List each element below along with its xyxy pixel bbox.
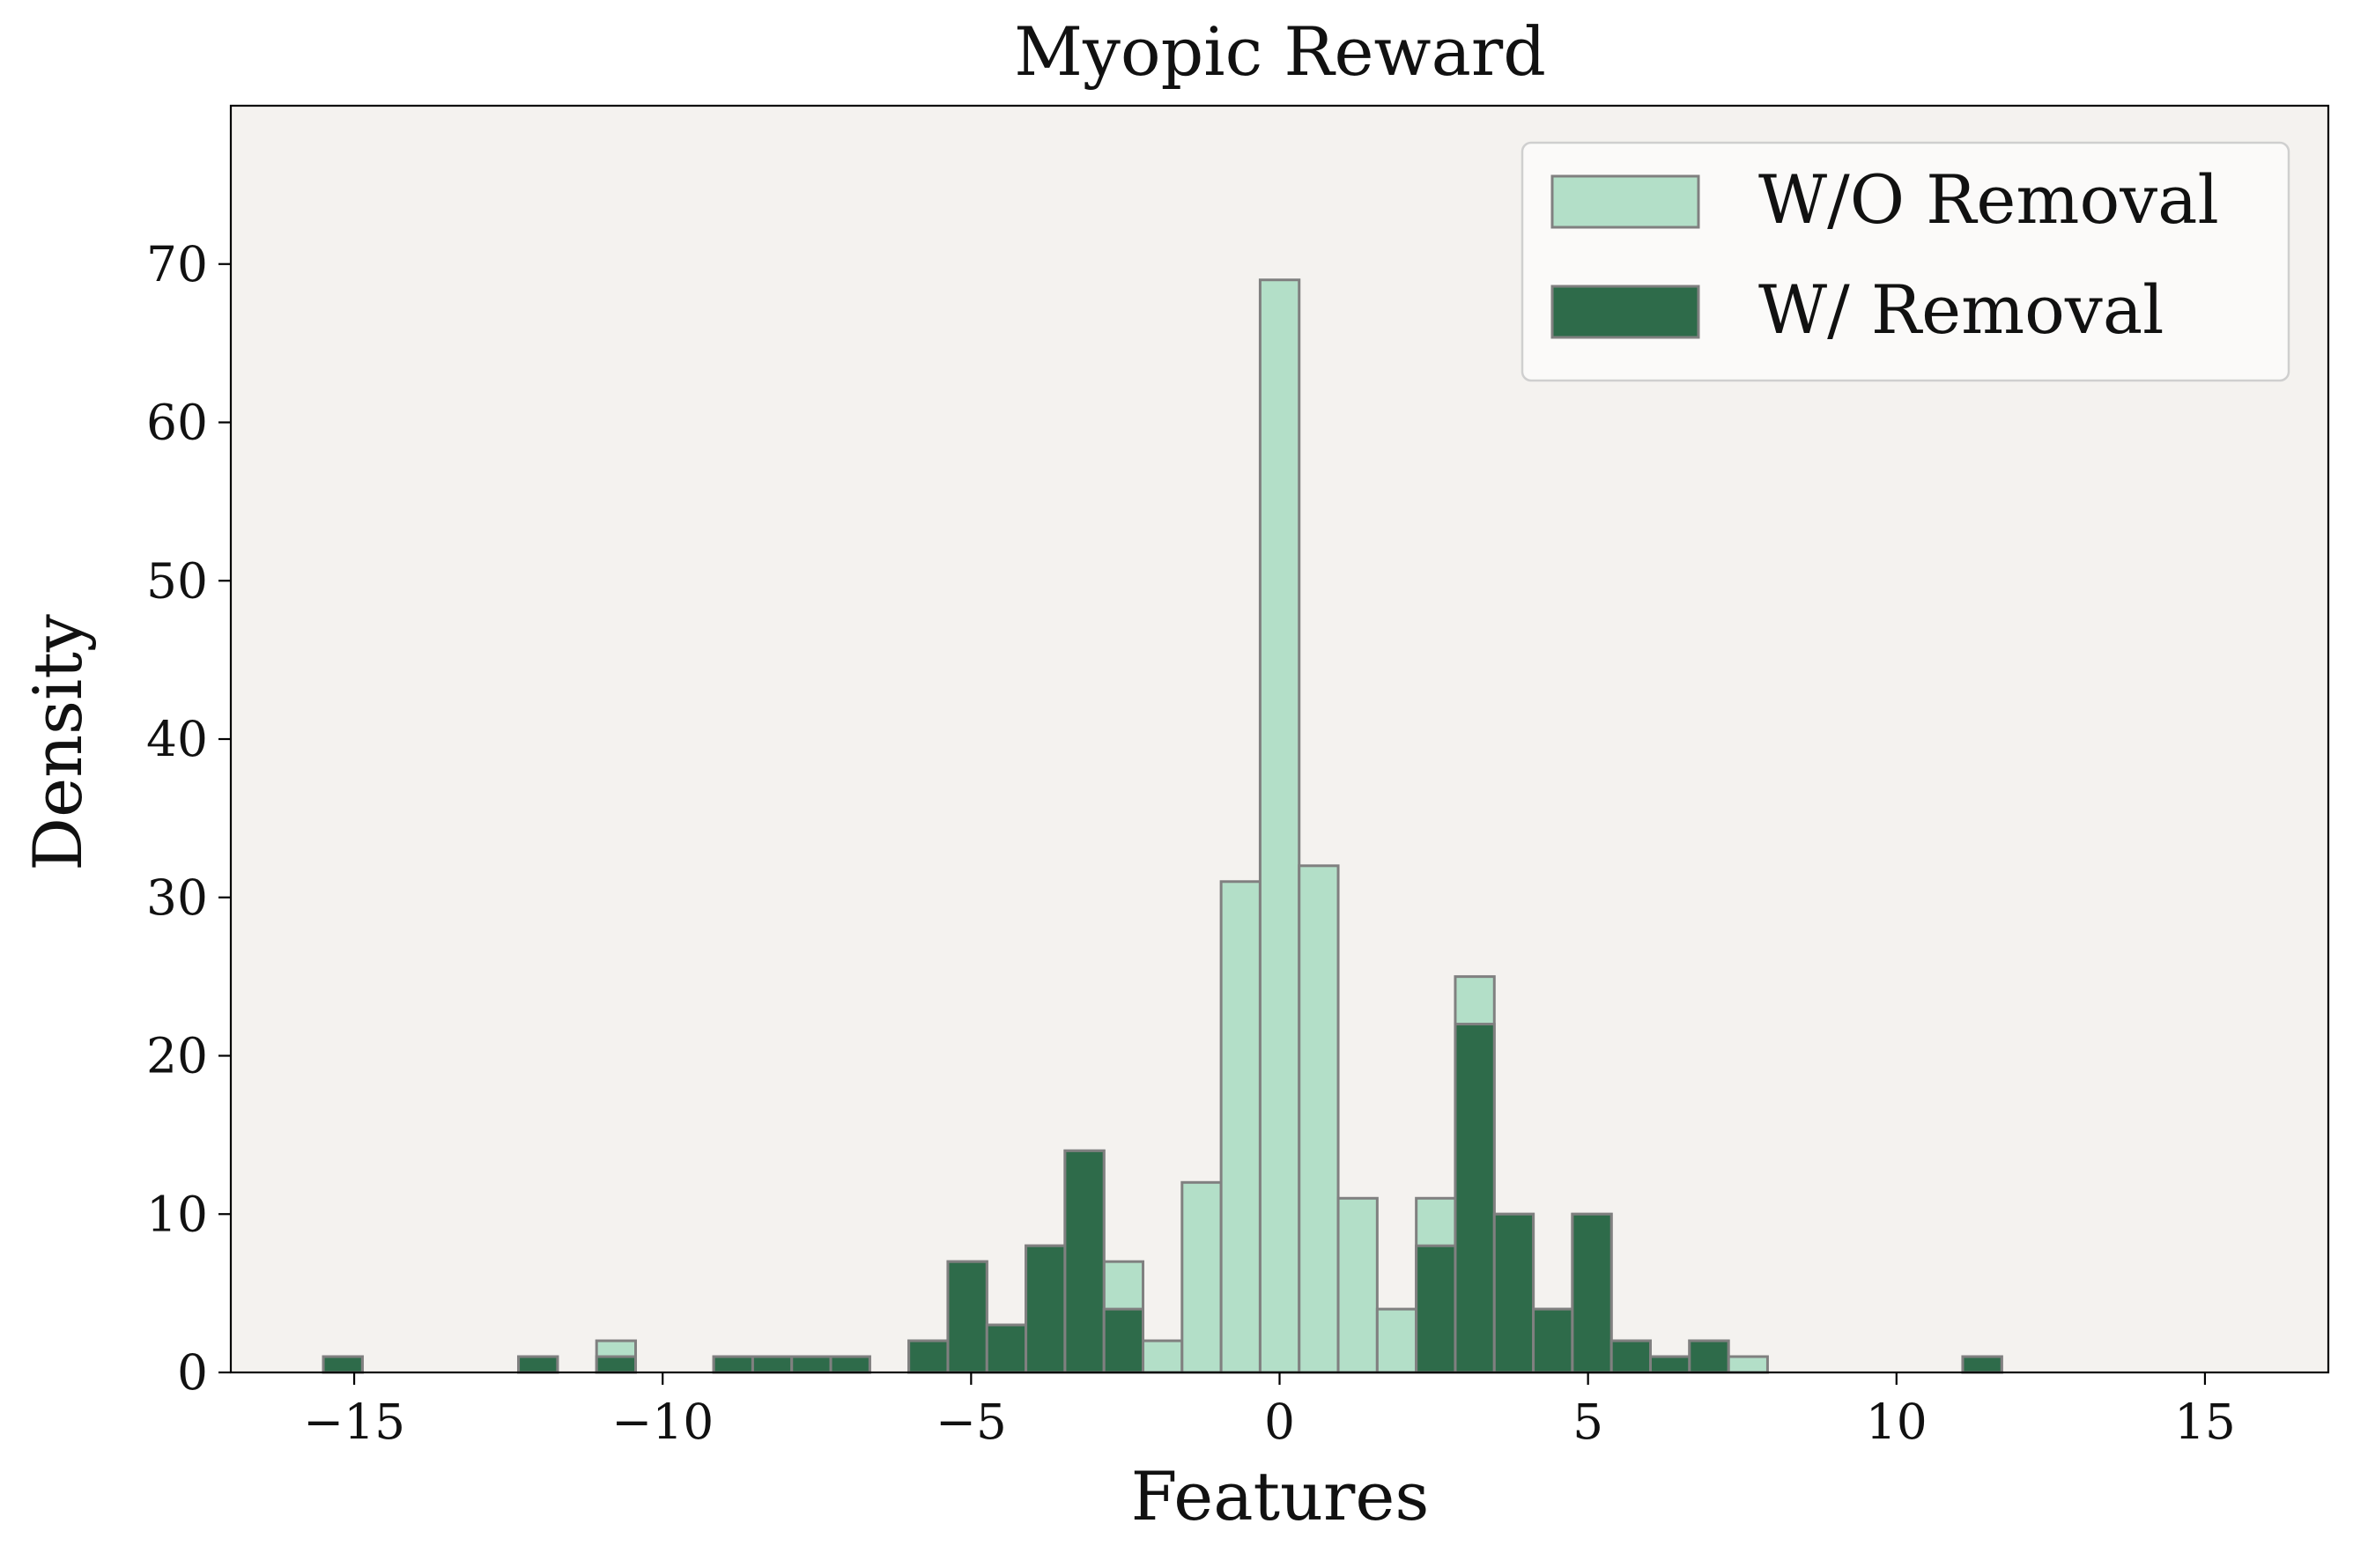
- y-axis-label: Density: [18, 614, 97, 871]
- legend-swatch-wo-removal: [1550, 174, 1700, 229]
- bar-w-removal-7: [595, 1355, 638, 1374]
- bar-w-removal-42: [1961, 1355, 2003, 1374]
- legend: W/O Removal W/ Removal: [1521, 141, 2290, 382]
- bar-w-removal-32: [1571, 1212, 1613, 1374]
- bar-wo-removal-23: [1219, 880, 1262, 1374]
- y-axis-ticks: 0 10 20 30 40 50 60 70: [146, 236, 231, 1401]
- x-tick-label: −10: [611, 1394, 714, 1450]
- x-axis-label: Features: [1131, 1457, 1430, 1535]
- x-tick-label: 15: [2174, 1394, 2236, 1450]
- bar-wo-removal-22: [1180, 1180, 1223, 1374]
- bar-w-removal-17: [985, 1323, 1028, 1374]
- bar-w-removal-13: [829, 1355, 871, 1374]
- chart-title: Myopic Reward: [1014, 12, 1546, 91]
- bar-w-removal-15: [907, 1339, 950, 1374]
- y-tick-label: 10: [146, 1186, 208, 1242]
- bar-w-removal-31: [1532, 1307, 1574, 1374]
- y-tick-label: 60: [146, 395, 208, 451]
- y-tick-label: 50: [146, 552, 208, 609]
- series-w-removal-bars: [322, 1023, 2003, 1374]
- bar-w-removal-29: [1454, 1023, 1496, 1374]
- bar-w-removal-20: [1102, 1307, 1145, 1374]
- legend-label-wo-removal: W/O Removal: [1758, 160, 2219, 239]
- bar-w-removal-35: [1688, 1339, 1730, 1374]
- bar-w-removal-34: [1649, 1355, 1691, 1374]
- bar-wo-removal-21: [1142, 1339, 1184, 1374]
- legend-frame: [1521, 141, 2290, 382]
- bar-w-removal-28: [1415, 1244, 1457, 1374]
- bar-wo-removal-27: [1375, 1307, 1418, 1374]
- bar-w-removal-19: [1063, 1149, 1106, 1374]
- y-tick-label: 30: [146, 869, 208, 926]
- bar-w-removal-18: [1025, 1244, 1067, 1374]
- bar-w-removal-30: [1492, 1212, 1535, 1374]
- bar-w-removal-10: [712, 1355, 754, 1374]
- x-axis-ticks: −15 −10 −5 0 5 10 15: [303, 1372, 2236, 1450]
- bar-wo-removal-26: [1336, 1196, 1379, 1374]
- legend-swatch-w-removal: [1550, 285, 1700, 339]
- y-tick-label: 20: [146, 1028, 208, 1084]
- x-tick-label: 10: [1866, 1394, 1928, 1450]
- y-tick-label: 0: [177, 1344, 208, 1401]
- bar-w-removal-5: [517, 1355, 559, 1374]
- x-tick-label: 5: [1572, 1394, 1603, 1450]
- bar-w-removal-16: [946, 1260, 988, 1374]
- y-tick-label: 70: [146, 236, 208, 292]
- x-tick-label: −15: [303, 1394, 405, 1450]
- bar-wo-removal-36: [1727, 1355, 1769, 1374]
- bar-wo-removal-25: [1298, 864, 1340, 1374]
- x-tick-label: −5: [936, 1394, 1007, 1450]
- bar-w-removal-12: [790, 1355, 832, 1374]
- legend-label-w-removal: W/ Removal: [1758, 270, 2164, 349]
- y-tick-label: 40: [146, 711, 208, 767]
- bar-w-removal-0: [322, 1355, 364, 1374]
- bar-w-removal-33: [1609, 1339, 1653, 1374]
- x-tick-label: 0: [1264, 1394, 1295, 1450]
- bar-wo-removal-24: [1258, 278, 1301, 1374]
- bar-w-removal-11: [751, 1355, 794, 1374]
